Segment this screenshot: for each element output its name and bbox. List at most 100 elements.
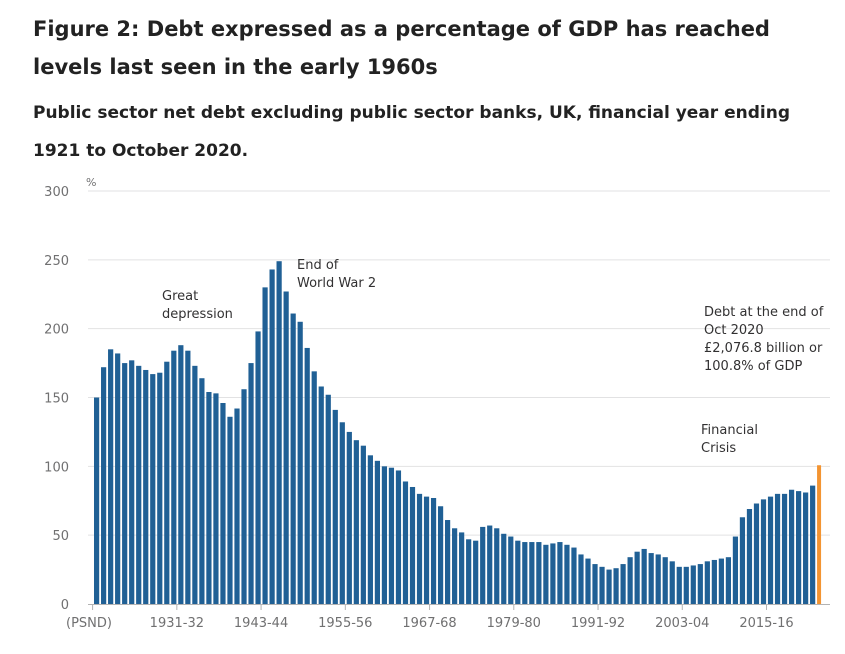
bar bbox=[515, 540, 521, 604]
bar bbox=[487, 525, 493, 604]
annotation-line: £2,076.8 billion or bbox=[704, 341, 823, 356]
bar bbox=[269, 269, 275, 604]
bar bbox=[353, 440, 359, 604]
bar bbox=[796, 491, 802, 604]
bar bbox=[157, 372, 163, 604]
bar bbox=[129, 360, 135, 604]
x-tick-label: 1955-56 bbox=[318, 616, 372, 631]
bar bbox=[459, 532, 465, 604]
bar bbox=[578, 554, 584, 604]
bar bbox=[536, 542, 542, 604]
chart-title: Figure 2: Debt expressed as a percentage… bbox=[33, 17, 770, 79]
bar bbox=[220, 403, 226, 604]
bar bbox=[508, 536, 514, 604]
y-tick-label: 250 bbox=[44, 254, 69, 269]
annotation-financial-crisis: Financial Crisis bbox=[701, 423, 758, 456]
bar bbox=[276, 261, 282, 604]
y-tick-label: 300 bbox=[44, 185, 69, 200]
x-tick-label: 1943-44 bbox=[234, 616, 288, 631]
annotation-line: depression bbox=[162, 307, 233, 322]
bar bbox=[416, 493, 423, 604]
bar bbox=[767, 496, 774, 604]
annotation-line: Great bbox=[162, 289, 198, 304]
bar bbox=[452, 528, 458, 604]
bar bbox=[143, 369, 149, 604]
x-tick-label: 1991-92 bbox=[571, 616, 625, 631]
bar bbox=[262, 287, 268, 604]
bar bbox=[803, 492, 809, 604]
bar bbox=[683, 566, 689, 604]
bar bbox=[585, 558, 591, 604]
bar bbox=[185, 350, 191, 604]
bar bbox=[718, 558, 724, 604]
annotation-great-depression: Great depression bbox=[162, 289, 233, 322]
bar bbox=[810, 485, 816, 604]
x-tick-label: 2003-04 bbox=[655, 616, 709, 631]
bar bbox=[690, 565, 696, 604]
y-tick-label: 150 bbox=[44, 392, 69, 407]
annotation-line: 100.8% of GDP bbox=[704, 359, 802, 374]
bar bbox=[360, 445, 366, 604]
annotation-line: End of bbox=[297, 258, 339, 273]
bar bbox=[318, 386, 324, 604]
bar bbox=[669, 561, 675, 604]
bar bbox=[529, 542, 535, 604]
y-tick-label: 200 bbox=[44, 323, 69, 338]
bar bbox=[620, 564, 626, 604]
bar bbox=[543, 544, 549, 604]
bar bbox=[283, 291, 289, 604]
x-axis-labels: (PSND) 1931-32 1943-44 1955-56 1967-68 1979-8… bbox=[66, 604, 794, 631]
bar bbox=[501, 533, 507, 604]
bar bbox=[171, 350, 177, 604]
bar bbox=[192, 365, 198, 604]
bar bbox=[381, 466, 388, 604]
bar bbox=[774, 493, 781, 604]
x-tick-label: 1967-68 bbox=[402, 616, 456, 631]
bar bbox=[101, 367, 107, 604]
bar bbox=[150, 374, 156, 604]
bar bbox=[480, 526, 486, 604]
bar bbox=[711, 559, 717, 604]
bar bbox=[178, 345, 184, 604]
bar bbox=[395, 470, 402, 604]
annotation-line: Oct 2020 bbox=[704, 323, 764, 338]
bar bbox=[704, 561, 710, 604]
bar-highlight bbox=[817, 465, 822, 604]
y-tick-label: 100 bbox=[44, 460, 69, 475]
bar bbox=[781, 493, 788, 604]
bar bbox=[522, 542, 528, 604]
bar bbox=[255, 331, 261, 604]
bar bbox=[199, 378, 205, 604]
bar bbox=[613, 568, 619, 604]
bar bbox=[676, 566, 682, 604]
bar bbox=[627, 557, 633, 604]
bar bbox=[304, 347, 310, 604]
annotation-line: Debt at the end of bbox=[704, 305, 824, 320]
bar bbox=[206, 391, 212, 604]
bar bbox=[115, 353, 121, 604]
bar bbox=[213, 393, 219, 604]
bar bbox=[248, 363, 254, 604]
bar bbox=[746, 509, 753, 604]
bar bbox=[466, 539, 472, 604]
bar bbox=[697, 564, 703, 604]
y-axis-unit: % bbox=[86, 176, 96, 189]
bar bbox=[437, 506, 444, 604]
bar bbox=[409, 486, 416, 604]
bar bbox=[164, 361, 170, 604]
bar bbox=[430, 497, 437, 604]
bar bbox=[290, 313, 296, 604]
bar bbox=[339, 422, 345, 604]
bar bbox=[122, 363, 128, 604]
bar bbox=[108, 349, 114, 604]
bar bbox=[592, 564, 598, 604]
bar bbox=[606, 569, 612, 604]
bar bbox=[550, 543, 556, 604]
bar bbox=[634, 551, 640, 604]
y-axis-labels: 0 50 100 150 200 250 300 bbox=[44, 185, 69, 613]
annotation-line: World War 2 bbox=[297, 276, 376, 291]
bar bbox=[648, 553, 654, 604]
bar bbox=[655, 554, 661, 604]
bar bbox=[423, 496, 430, 604]
bar bbox=[725, 557, 731, 604]
